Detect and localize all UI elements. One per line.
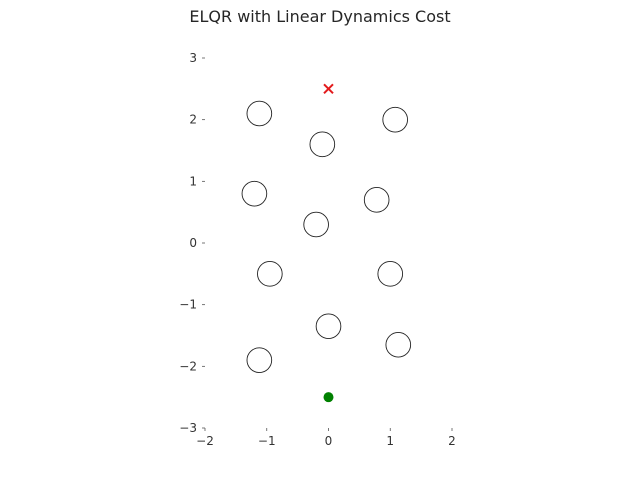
markers-layer xyxy=(323,83,334,403)
y-tick-label: −1 xyxy=(179,298,197,312)
obstacle-circle xyxy=(303,211,329,238)
obstacle-circle xyxy=(241,180,268,207)
y-axis: −3 −2 −1 0 1 2 3 xyxy=(179,51,205,435)
chart-title: ELQR with Linear Dynamics Cost xyxy=(189,7,451,26)
obstacle-circle xyxy=(309,131,336,158)
y-tick-label: 2 xyxy=(189,113,197,127)
x-tick-label: −2 xyxy=(196,434,214,448)
obstacle-circle xyxy=(385,331,412,358)
obstacle-circle xyxy=(246,347,273,373)
start-point xyxy=(323,392,334,403)
obstacles-layer xyxy=(241,100,412,373)
obstacle-circle xyxy=(257,261,283,287)
obstacle-circle xyxy=(382,106,408,133)
y-tick-label: 3 xyxy=(189,51,197,65)
x-tick-label: 2 xyxy=(448,434,456,448)
obstacle-circle xyxy=(315,313,342,340)
y-tick-label: −2 xyxy=(179,359,197,373)
obstacle-circle xyxy=(377,261,404,287)
x-axis: −2 −1 0 1 2 xyxy=(196,428,456,448)
y-tick-label: 1 xyxy=(189,174,197,188)
obstacle-circle xyxy=(363,187,390,213)
x-tick-label: −1 xyxy=(258,434,276,448)
y-tick-label: 0 xyxy=(189,236,197,250)
x-tick-label: 1 xyxy=(386,434,394,448)
goal-marker xyxy=(323,83,334,95)
x-tick-label: 0 xyxy=(325,434,333,448)
y-tick-label: −3 xyxy=(179,421,197,435)
obstacle-circle xyxy=(246,100,273,127)
